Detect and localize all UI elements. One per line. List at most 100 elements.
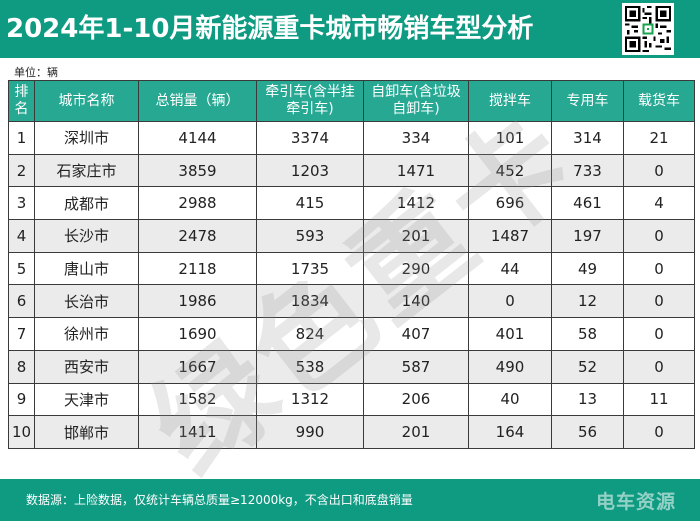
special-cell: 314 [551,121,624,155]
cargo-cell: 4 [623,186,695,221]
tractor-cell: 3374 [256,121,364,155]
column-header-cargo: 载货车 [623,80,695,122]
cargo-cell: 0 [623,251,695,286]
tractor-cell: 1203 [256,153,364,188]
special-cell: 58 [551,317,624,351]
table-row: 6 长治市 1986 1834 140 0 12 0 [8,284,695,319]
cargo-cell: 0 [623,349,695,384]
mixer-cell: 44 [468,251,552,286]
special-cell: 56 [551,415,624,449]
tractor-cell: 593 [256,219,364,253]
rank-cell: 3 [8,186,35,221]
total-cell: 2478 [138,219,257,253]
brand-logo: 电车资源 [596,491,677,513]
mixer-cell: 452 [468,153,552,188]
column-header-mixer: 搅拌车 [468,80,552,122]
column-header-tractor: 牵引车(含半挂牵引车) [256,80,364,122]
mixer-cell: 101 [468,121,552,155]
column-header-special: 专用车 [551,80,624,122]
city-cell: 天津市 [34,382,139,417]
tractor-cell: 1312 [256,382,364,417]
column-header-dump: 自卸车(含垃圾自卸车) [363,80,469,122]
cargo-cell: 0 [623,153,695,188]
tractor-cell: 824 [256,317,364,351]
total-cell: 1411 [138,415,257,449]
table-header-row: 排名 城市名称 总销量（辆） 牵引车(含半挂牵引车) 自卸车(含垃圾自卸车) 搅… [8,80,695,122]
rank-cell: 7 [8,317,35,351]
rank-cell: 6 [8,284,35,319]
city-cell: 长沙市 [34,219,139,253]
dump-cell: 201 [363,415,469,449]
table-row: 9 天津市 1582 1312 206 40 13 11 [8,382,695,417]
table-row: 2 石家庄市 3859 1203 1471 452 733 0 [8,153,695,188]
table-row: 5 唐山市 2118 1735 290 44 49 0 [8,251,695,286]
cargo-cell: 0 [623,415,695,449]
mixer-cell: 696 [468,186,552,221]
cargo-cell: 0 [623,317,695,351]
rank-cell: 4 [8,219,35,253]
city-cell: 邯郸市 [34,415,139,449]
qr-code-icon [622,3,674,55]
table-row: 7 徐州市 1690 824 407 401 58 0 [8,317,695,351]
total-cell: 1667 [138,349,257,384]
page-title: 2024年1-10月新能源重卡城市畅销车型分析 [6,14,534,44]
rank-cell: 1 [8,121,35,155]
rank-cell: 9 [8,382,35,417]
rank-cell: 10 [8,415,35,449]
total-cell: 1986 [138,284,257,319]
special-cell: 12 [551,284,624,319]
city-cell: 深圳市 [34,121,139,155]
dump-cell: 206 [363,382,469,417]
table-row: 4 长沙市 2478 593 201 1487 197 0 [8,219,695,253]
mixer-cell: 0 [468,284,552,319]
title-banner: 2024年1-10月新能源重卡城市畅销车型分析 [0,0,700,58]
cargo-cell: 11 [623,382,695,417]
column-header-city: 城市名称 [34,80,139,122]
total-cell: 1582 [138,382,257,417]
total-cell: 3859 [138,153,257,188]
rank-cell: 2 [8,153,35,188]
city-cell: 成都市 [34,186,139,221]
city-cell: 石家庄市 [34,153,139,188]
total-cell: 2118 [138,251,257,286]
total-cell: 4144 [138,121,257,155]
tractor-cell: 415 [256,186,364,221]
dump-cell: 1412 [363,186,469,221]
dump-cell: 407 [363,317,469,351]
column-header-total: 总销量（辆） [138,80,257,122]
city-cell: 唐山市 [34,251,139,286]
dump-cell: 201 [363,219,469,253]
table-row: 1 深圳市 4144 3374 334 101 314 21 [8,121,695,155]
rank-cell: 5 [8,251,35,286]
table-row: 10 邯郸市 1411 990 201 164 56 0 [8,415,695,449]
data-source-note: 数据源：上险数据，仅统计车辆总质量≥12000kg，不含出口和底盘销量 [26,493,413,507]
special-cell: 733 [551,153,624,188]
special-cell: 197 [551,219,624,253]
dump-cell: 290 [363,251,469,286]
table-row: 8 西安市 1667 538 587 490 52 0 [8,349,695,384]
rank-cell: 8 [8,349,35,384]
special-cell: 52 [551,349,624,384]
sales-table: 排名 城市名称 总销量（辆） 牵引车(含半挂牵引车) 自卸车(含垃圾自卸车) 搅… [8,80,695,449]
cargo-cell: 21 [623,121,695,155]
dump-cell: 140 [363,284,469,319]
footer-bar: 数据源：上险数据，仅统计车辆总质量≥12000kg，不含出口和底盘销量 电车资源 [0,479,700,521]
table-row: 3 成都市 2988 415 1412 696 461 4 [8,186,695,221]
special-cell: 13 [551,382,624,417]
total-cell: 2988 [138,186,257,221]
column-header-rank: 排名 [8,80,35,122]
dump-cell: 587 [363,349,469,384]
mixer-cell: 1487 [468,219,552,253]
tractor-cell: 990 [256,415,364,449]
mixer-cell: 164 [468,415,552,449]
mixer-cell: 401 [468,317,552,351]
special-cell: 49 [551,251,624,286]
tractor-cell: 538 [256,349,364,384]
mixer-cell: 490 [468,349,552,384]
city-cell: 西安市 [34,349,139,384]
city-cell: 徐州市 [34,317,139,351]
dump-cell: 334 [363,121,469,155]
cargo-cell: 0 [623,284,695,319]
mixer-cell: 40 [468,382,552,417]
dump-cell: 1471 [363,153,469,188]
